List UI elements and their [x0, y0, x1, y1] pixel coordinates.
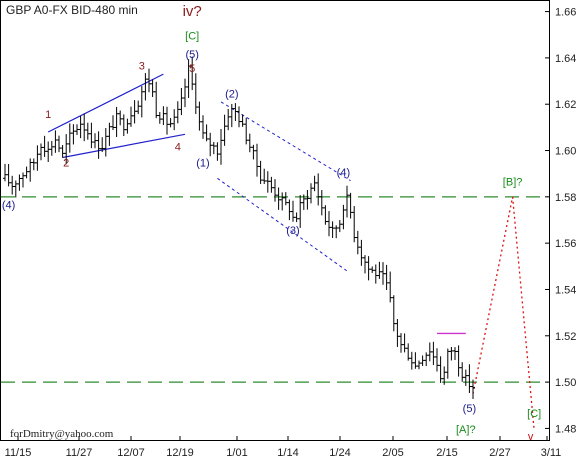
x-tick-label: 2/05 [382, 447, 403, 459]
x-tick-label: 1/24 [329, 447, 350, 459]
wave-label-14: (5) [463, 403, 476, 415]
x-tick-label: 11/15 [5, 447, 32, 459]
wave-label-17: v [528, 431, 534, 443]
wave-label-16: [C] [527, 408, 541, 420]
y-tick-label: 1.56 [555, 238, 576, 250]
chart-title: GBP A0-FX BID-480 min [6, 3, 138, 17]
wave-label-15: [A]? [456, 424, 476, 436]
wave-label-4: 1 [45, 109, 51, 121]
y-tick-label: 1.48 [555, 423, 576, 435]
y-tick-label: 1.54 [555, 284, 576, 296]
plot-frame [0, 0, 550, 441]
y-tick-label: 1.58 [555, 192, 576, 204]
credit-label: forDmitry@yahoo.com [10, 428, 114, 440]
y-tick-label: 1.62 [555, 99, 576, 111]
wave-label-6: 3 [139, 60, 145, 72]
x-tick-label: 1/01 [226, 447, 247, 459]
y-tick-label: 1.64 [555, 53, 576, 65]
wave-label-12: (4) [2, 199, 15, 211]
forecast-line-0 [472, 196, 514, 394]
x-tick-label: 3/11 [541, 447, 562, 459]
wave-label-3: 5 [189, 63, 195, 75]
forecast-line-1 [511, 196, 535, 431]
x-tick-label: 1/14 [277, 447, 298, 459]
wave-label-8: (1) [196, 158, 209, 170]
ohlc-bar [471, 379, 475, 399]
x-tick-label: 12/19 [166, 447, 194, 459]
wave-label-10: (3) [286, 225, 299, 237]
triangle-line-1 [62, 133, 186, 159]
wave-label-5: 2 [63, 158, 69, 170]
x-tick-label: 2/27 [489, 447, 510, 459]
y-tick-label: 1.60 [555, 146, 576, 158]
y-tick-label: 1.52 [555, 331, 576, 343]
x-tick-label: 11/27 [66, 447, 93, 459]
wave-label-11: (4) [337, 167, 350, 179]
wave-label-9: (2) [225, 88, 238, 100]
wave-label-1: [C] [185, 30, 199, 42]
x-tick-label: 12/07 [117, 447, 145, 459]
wave-label-13: [B]? [503, 176, 523, 188]
y-tick-label: 1.50 [555, 377, 576, 389]
wave-label-0: iv? [183, 3, 202, 20]
x-tick-label: 2/15 [436, 447, 457, 459]
triangle-line-0 [47, 73, 164, 133]
wave-label-2: (5) [185, 49, 198, 61]
wave-label-7: 4 [175, 142, 181, 154]
channel-line-1 [217, 177, 348, 272]
y-tick-label: 1.66 [555, 7, 576, 19]
